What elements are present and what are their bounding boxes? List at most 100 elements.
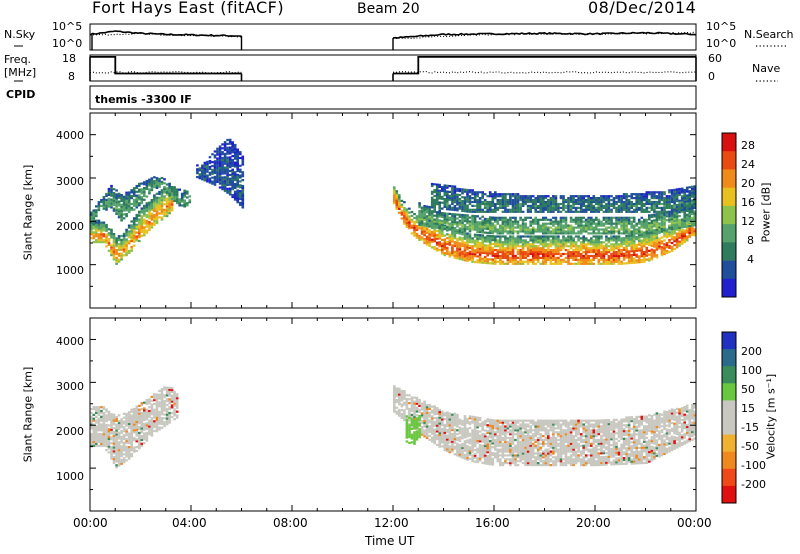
power-cell-3-2120 (630, 261, 633, 264)
power-cell-4-2679 (499, 230, 502, 233)
power-cell-1-537 (130, 191, 133, 194)
power-cell-3-2137 (632, 253, 636, 256)
power-cell-3-1190 (441, 248, 444, 251)
power-cell-3-2067 (617, 245, 621, 248)
power-cell-5-3709 (554, 197, 558, 200)
power-cell-4-2467 (430, 225, 434, 228)
power-cell-4-2980 (605, 220, 608, 223)
power-cell-3-999 (393, 198, 396, 201)
power-cell-3-1111 (423, 234, 426, 237)
velocity-cell-0-478 (150, 413, 154, 416)
power-cell-1-532 (130, 208, 133, 211)
power-cell-5-3991 (648, 202, 651, 206)
power-cell-3-1541 (511, 260, 515, 263)
velocity-cell-0-599 (168, 394, 171, 397)
power-cell-2-989 (241, 175, 245, 178)
power-cell-5-4097 (675, 196, 679, 199)
power-cell-3-1544 (511, 254, 515, 258)
velocity-cell-0-360 (135, 440, 139, 443)
power-cell-5-3520 (496, 206, 500, 209)
power-cell-0-360 (165, 211, 169, 214)
power-cell-2-797 (221, 182, 224, 185)
power-cell-4-2768 (529, 222, 532, 225)
power-cell-4-2533 (448, 212, 452, 215)
power-cell-0-352 (163, 199, 166, 202)
power-cell-1-434 (107, 203, 111, 206)
power-cell-0-148 (122, 232, 126, 235)
power-cell-3-1728 (547, 237, 550, 240)
power-cell-2-784 (218, 163, 222, 166)
power-cell-5-3981 (645, 206, 649, 209)
power-cell-3-1255 (453, 237, 457, 240)
power-cell-0-187 (132, 238, 136, 241)
power-cell-0-328 (158, 198, 161, 201)
power-cell-4-2914 (582, 228, 585, 231)
power-cell-2-966 (239, 184, 242, 187)
power-cell-3-1350 (471, 237, 474, 240)
power-cell-3-2360 (680, 240, 684, 243)
power-cell-0-240 (143, 228, 146, 231)
power-cell-1-486 (120, 219, 123, 222)
power-cell-3-1326 (466, 232, 469, 235)
power-cell-0-65 (105, 235, 108, 238)
power-cell-3-2025 (610, 247, 613, 250)
power-cell-4-2698 (504, 222, 507, 225)
velocity-cell-0-37 (95, 436, 98, 440)
power-cell-4-2892 (574, 222, 578, 225)
power-cell-0-165 (127, 240, 131, 243)
power-cell-4-3029 (622, 228, 626, 231)
power-cell-3-1655 (534, 254, 537, 258)
power-cell-0-370 (165, 189, 169, 192)
power-cell-5-4146 (688, 203, 691, 206)
power-cell-5-3819 (592, 195, 596, 198)
power-cell-3-2105 (625, 236, 628, 240)
power-cell-0-202 (135, 231, 139, 234)
power-cell-4-2486 (435, 224, 439, 227)
power-cell-5-3483 (483, 199, 487, 202)
power-cell-4-2716 (509, 218, 512, 221)
power-cell-3-1867 (577, 251, 580, 254)
power-cell-1-493 (120, 205, 123, 208)
power-cell-3-1536 (509, 241, 512, 244)
power-cell-5-3286 (433, 198, 436, 201)
power-cell-5-3697 (552, 204, 555, 207)
power-cell-1-647 (173, 188, 176, 191)
power-cell-3-1925 (590, 258, 593, 261)
velocity-cell-0-467 (148, 398, 151, 401)
power-cell-5-3977 (643, 195, 646, 198)
velocity-cell-1-716 (408, 411, 411, 414)
power-cell-3-1367 (476, 247, 479, 250)
velocity-cell-0-140 (107, 414, 111, 417)
power-cell-3-1313 (466, 259, 469, 262)
power-cell-3-1801 (562, 239, 565, 242)
power-cell-3-1875 (579, 260, 583, 263)
power-cell-2-961 (239, 195, 242, 199)
power-cell-3-1578 (519, 262, 522, 265)
power-cell-3-1946 (595, 256, 598, 259)
power-cell-2-801 (221, 172, 224, 175)
power-cell-3-2263 (655, 232, 659, 235)
power-cell-5-4131 (683, 192, 686, 196)
power-cell-3-1387 (478, 236, 482, 239)
power-cell-4-2689 (501, 224, 505, 227)
velocity-cell-1-727 (410, 415, 414, 418)
power-cell-5-3551 (504, 193, 507, 196)
power-cell-3-1028 (400, 209, 404, 212)
velocity-cell-1-680 (400, 405, 404, 408)
velocity-cell-0-515 (155, 403, 159, 406)
power-cell-4-2935 (590, 228, 593, 231)
velocity-cell-0-209 (115, 419, 118, 422)
power-cell-5-3761 (574, 202, 578, 206)
power-cell-4-3112 (650, 225, 654, 228)
power-cell-3-1854 (574, 252, 578, 256)
power-cell-5-3792 (584, 204, 588, 207)
power-cell-4-2828 (552, 222, 555, 225)
power-cell-5-3904 (622, 206, 626, 209)
power-cell-0-271 (148, 213, 151, 216)
power-cell-4-2757 (524, 218, 527, 221)
power-cell-5-3955 (637, 202, 641, 206)
power-cell-2-946 (236, 169, 239, 173)
power-cell-5-3420 (466, 196, 469, 199)
power-cell-5-3489 (486, 202, 489, 206)
power-cell-3-1777 (557, 245, 560, 248)
